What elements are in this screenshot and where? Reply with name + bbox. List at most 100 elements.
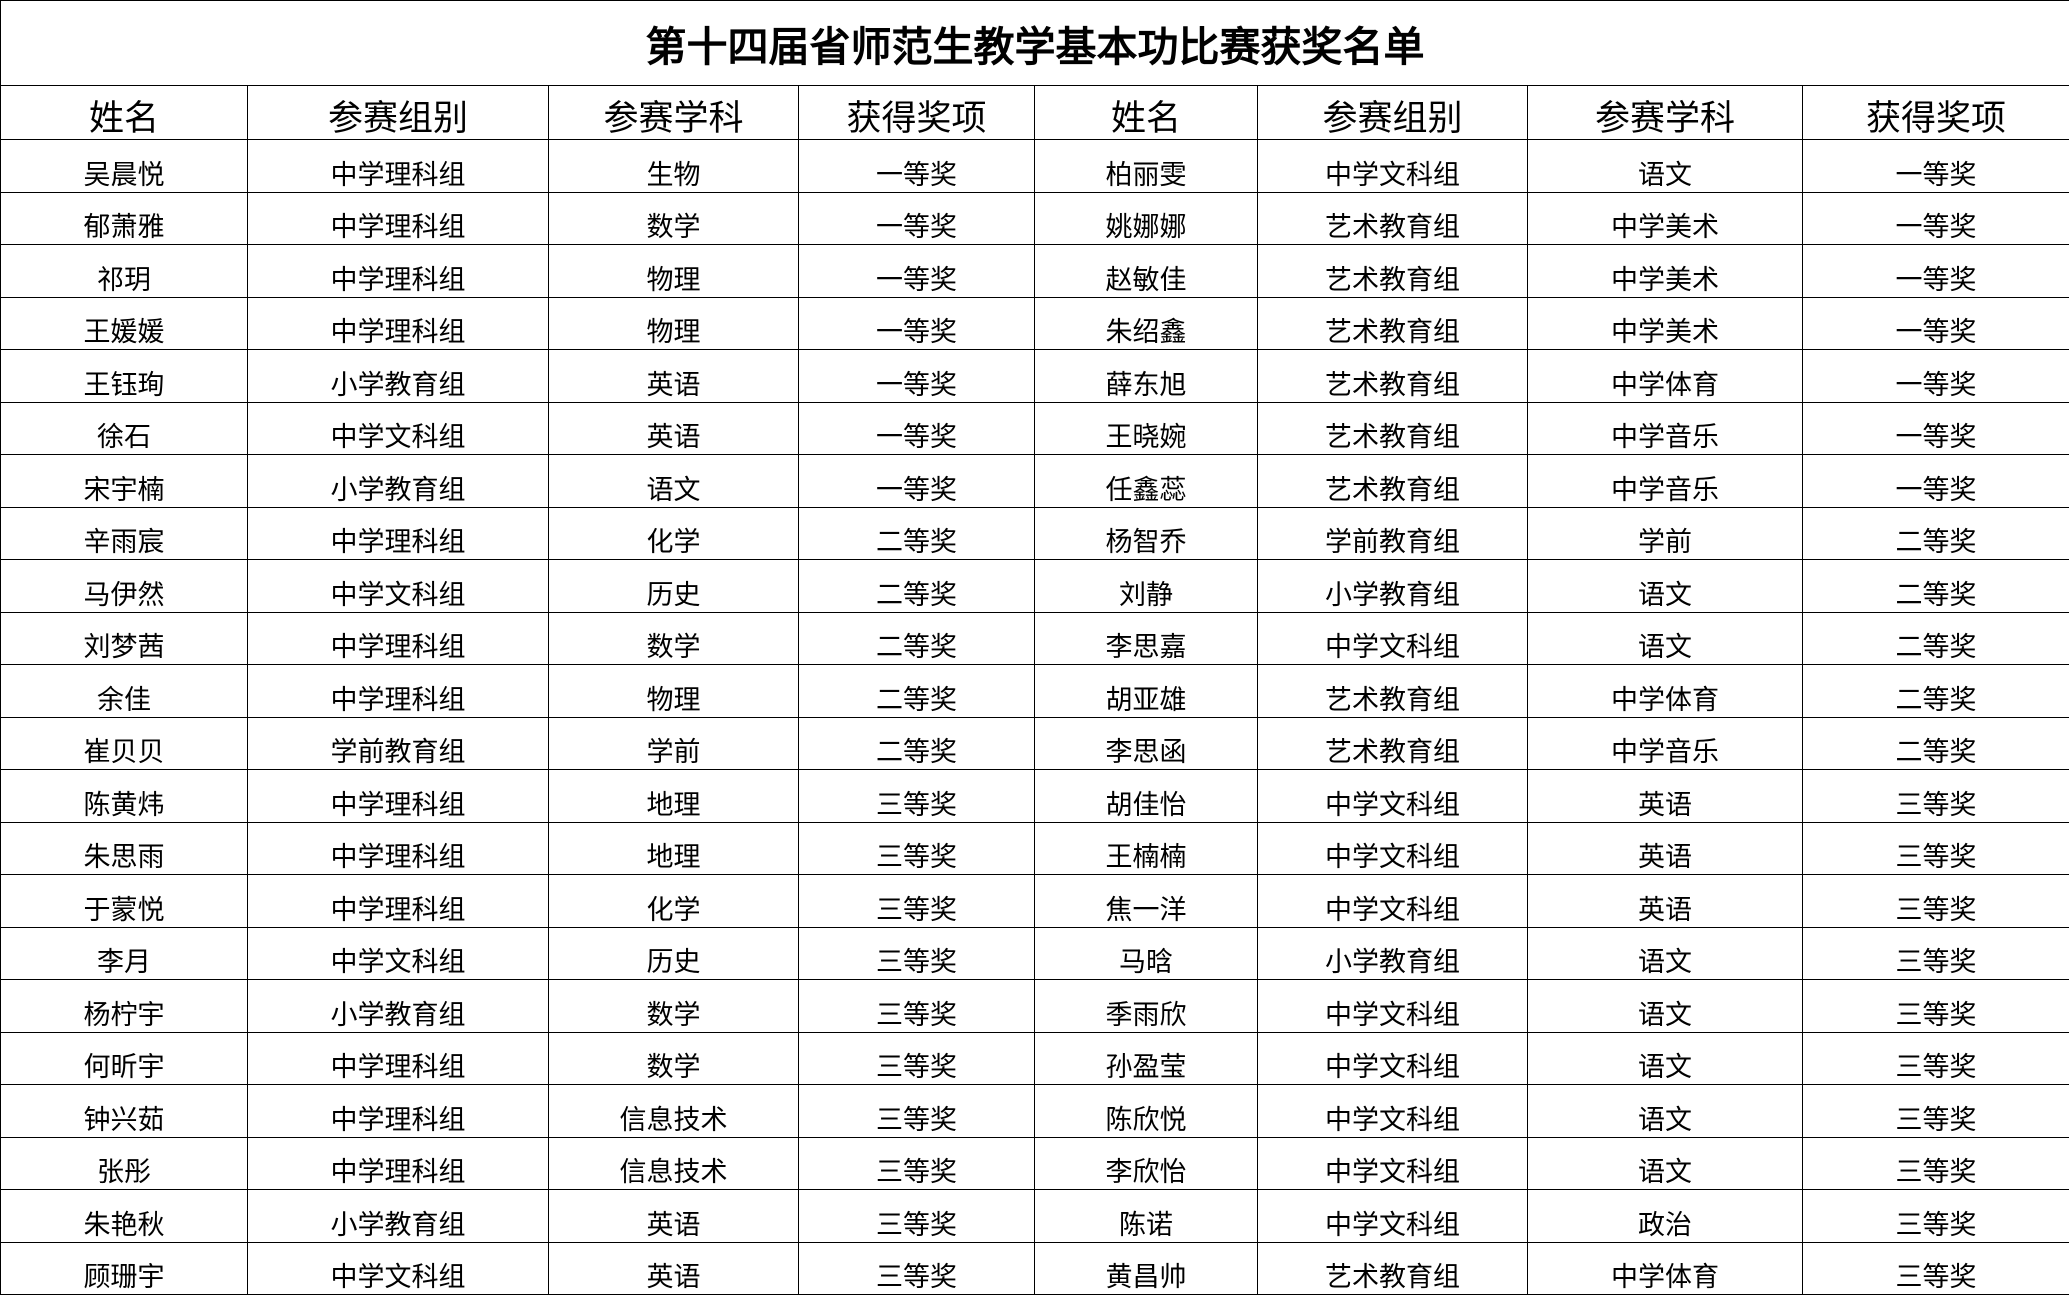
cell-name: 陈诺 [1034, 1189, 1258, 1243]
cell-subject: 生物 [548, 139, 799, 193]
cell-subject: 语文 [1527, 559, 1803, 613]
table-row: 郁萧雅 中学理科组 数学 一等奖 姚娜娜 艺术教育组 中学美术 一等奖 [0, 191, 2069, 245]
cell-award: 三等奖 [1802, 979, 2069, 1033]
cell-award: 一等奖 [1802, 349, 2069, 403]
cell-award: 三等奖 [798, 1189, 1035, 1243]
cell-award: 三等奖 [798, 979, 1035, 1033]
column-header-name: 姓名 [0, 85, 248, 140]
cell-award: 三等奖 [798, 821, 1035, 875]
table-row: 朱艳秋 小学教育组 英语 三等奖 陈诺 中学文科组 政治 三等奖 [0, 1189, 2069, 1243]
cell-subject: 英语 [1527, 769, 1803, 823]
cell-award: 三等奖 [798, 874, 1035, 928]
cell-award: 三等奖 [1802, 874, 2069, 928]
cell-name: 钟兴茹 [0, 1084, 248, 1138]
cell-award: 一等奖 [798, 454, 1035, 508]
cell-subject: 语文 [1527, 979, 1803, 1033]
table-row: 钟兴茹 中学理科组 信息技术 三等奖 陈欣悦 中学文科组 语文 三等奖 [0, 1084, 2069, 1138]
cell-award: 二等奖 [1802, 611, 2069, 665]
cell-group: 艺术教育组 [1257, 191, 1528, 245]
cell-subject: 中学音乐 [1527, 401, 1803, 455]
cell-name: 宋宇楠 [0, 454, 248, 508]
column-header-subject: 参赛学科 [548, 85, 799, 140]
cell-name: 朱艳秋 [0, 1189, 248, 1243]
cell-subject: 数学 [548, 1031, 799, 1085]
cell-group: 中学文科组 [1257, 769, 1528, 823]
cell-award: 一等奖 [798, 244, 1035, 298]
cell-group: 小学教育组 [247, 979, 549, 1033]
cell-group: 艺术教育组 [1257, 454, 1528, 508]
cell-award: 三等奖 [798, 769, 1035, 823]
cell-group: 中学文科组 [247, 401, 549, 455]
cell-subject: 中学美术 [1527, 296, 1803, 350]
cell-name: 李思嘉 [1034, 611, 1258, 665]
cell-award: 三等奖 [1802, 1031, 2069, 1085]
cell-subject: 物理 [548, 296, 799, 350]
cell-award: 一等奖 [1802, 139, 2069, 193]
cell-subject: 信息技术 [548, 1084, 799, 1138]
cell-award: 三等奖 [1802, 1241, 2069, 1295]
cell-group: 艺术教育组 [1257, 1241, 1528, 1295]
cell-award: 二等奖 [1802, 664, 2069, 718]
cell-name: 祁玥 [0, 244, 248, 298]
table-body: 吴晨悦 中学理科组 生物 一等奖 柏丽雯 中学文科组 语文 一等奖 郁萧雅 中学理科组 数学 一等奖姚… [0, 139, 2069, 1295]
cell-name: 陈黄炜 [0, 769, 248, 823]
cell-award: 二等奖 [798, 664, 1035, 718]
cell-subject: 数学 [548, 611, 799, 665]
cell-subject: 中学体育 [1527, 349, 1803, 403]
column-header-group: 参赛组别 [1257, 85, 1528, 140]
cell-group: 艺术教育组 [1257, 244, 1528, 298]
cell-award: 三等奖 [1802, 1189, 2069, 1243]
cell-name: 郁萧雅 [0, 191, 248, 245]
cell-name: 胡亚雄 [1034, 664, 1258, 718]
table-row: 张彤 中学理科组 信息技术 三等奖 李欣怡 中学文科组 语文 三等奖 [0, 1136, 2069, 1190]
table-row: 吴晨悦 中学理科组 生物 一等奖 柏丽雯 中学文科组 语文 一等奖 [0, 139, 2069, 193]
column-header-group: 参赛组别 [247, 85, 549, 140]
cell-group: 艺术教育组 [1257, 349, 1528, 403]
cell-award: 一等奖 [798, 191, 1035, 245]
cell-group: 中学理科组 [247, 611, 549, 665]
cell-name: 杨智乔 [1034, 506, 1258, 560]
cell-award: 二等奖 [798, 716, 1035, 770]
cell-subject: 英语 [548, 401, 799, 455]
table-row: 王媛媛 中学理科组 物理 一等奖 朱绍鑫 艺术教育组 中学美术 一等奖 [0, 296, 2069, 350]
table-row: 李月 中学文科组 历史 三等奖 马晗 小学教育组 语文 三等奖 [0, 926, 2069, 980]
cell-group: 中学理科组 [247, 1084, 549, 1138]
column-header-subject: 参赛学科 [1527, 85, 1803, 140]
cell-name: 胡佳怡 [1034, 769, 1258, 823]
cell-name: 李月 [0, 926, 248, 980]
cell-group: 中学文科组 [1257, 874, 1528, 928]
table-row: 何昕宇 中学理科组 数学 三等奖 孙盈莹 中学文科组 语文 三等奖 [0, 1031, 2069, 1085]
cell-award: 三等奖 [798, 1241, 1035, 1295]
cell-award: 二等奖 [1802, 506, 2069, 560]
cell-subject: 历史 [548, 559, 799, 613]
table-row: 王钰珣 小学教育组 英语 一等奖 薛东旭 艺术教育组 中学体育 一等奖 [0, 349, 2069, 403]
cell-group: 中学理科组 [247, 664, 549, 718]
cell-award: 三等奖 [798, 1136, 1035, 1190]
cell-name: 王钰珣 [0, 349, 248, 403]
cell-group: 中学理科组 [247, 191, 549, 245]
cell-name: 朱绍鑫 [1034, 296, 1258, 350]
cell-subject: 语文 [1527, 139, 1803, 193]
cell-award: 三等奖 [1802, 1084, 2069, 1138]
cell-subject: 语文 [1527, 926, 1803, 980]
column-header-award: 获得奖项 [1802, 85, 2069, 140]
table-row: 顾珊宇 中学文科组 英语 三等奖 黄昌帅 艺术教育组 中学体育 三等奖 [0, 1241, 2069, 1295]
cell-award: 二等奖 [798, 506, 1035, 560]
cell-group: 中学文科组 [1257, 139, 1528, 193]
cell-subject: 学前 [548, 716, 799, 770]
cell-subject: 语文 [548, 454, 799, 508]
table-row: 刘梦茜 中学理科组 数学 二等奖 李思嘉 中学文科组 语文 二等奖 [0, 611, 2069, 665]
cell-subject: 语文 [1527, 1031, 1803, 1085]
cell-group: 艺术教育组 [1257, 401, 1528, 455]
cell-subject: 化学 [548, 874, 799, 928]
cell-name: 柏丽雯 [1034, 139, 1258, 193]
cell-group: 艺术教育组 [1257, 716, 1528, 770]
table-row: 马伊然 中学文科组 历史 二等奖 刘静 小学教育组 语文 二等奖 [0, 559, 2069, 613]
cell-name: 王楠楠 [1034, 821, 1258, 875]
table-row: 于蒙悦 中学理科组 化学 三等奖 焦一洋 中学文科组 英语 三等奖 [0, 874, 2069, 928]
cell-subject: 政治 [1527, 1189, 1803, 1243]
cell-award: 一等奖 [798, 401, 1035, 455]
cell-subject: 地理 [548, 821, 799, 875]
cell-group: 艺术教育组 [1257, 296, 1528, 350]
cell-subject: 信息技术 [548, 1136, 799, 1190]
